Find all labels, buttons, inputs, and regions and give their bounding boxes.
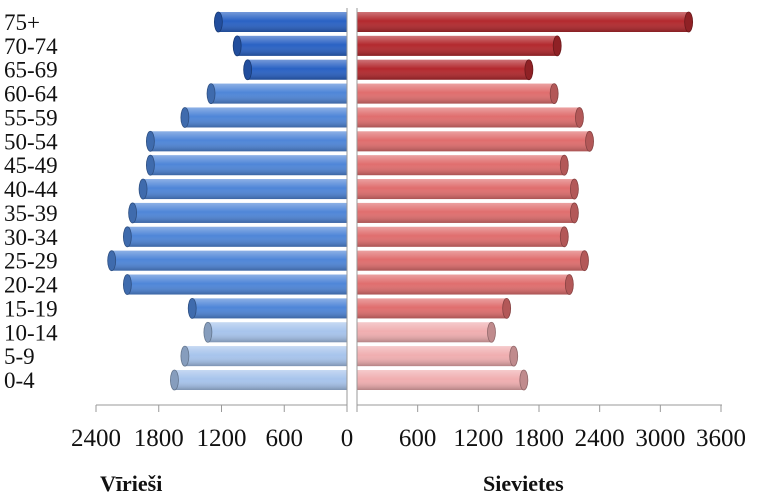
age-label-60-64: 60-64 <box>4 82 58 107</box>
female-bar-25-29 <box>357 250 589 272</box>
male-tick-2400: 2400 <box>71 425 121 452</box>
male-tick-1200: 1200 <box>197 425 247 452</box>
male-bar-0-4 <box>170 369 347 391</box>
male-bar-65-69 <box>243 59 347 81</box>
female-bar-65-69 <box>357 59 534 81</box>
female-bar-75+ <box>357 11 694 33</box>
female-tick-2400: 2400 <box>575 425 625 452</box>
male-tick-600: 600 <box>266 425 304 452</box>
male-bar-30-34 <box>122 226 347 248</box>
male-tick-1800: 1800 <box>134 425 184 452</box>
female-bar-40-44 <box>357 178 579 200</box>
male-bar-45-49 <box>145 154 347 176</box>
age-label-30-34: 30-34 <box>4 225 58 250</box>
male-bar-15-19 <box>187 297 347 319</box>
female-bar-15-19 <box>357 297 512 319</box>
male-bar-70-74 <box>232 35 347 57</box>
male-bar-5-9 <box>180 345 347 367</box>
age-label-20-24: 20-24 <box>4 273 58 298</box>
male-bar-10-14 <box>203 321 347 343</box>
female-bar-55-59 <box>357 107 584 128</box>
age-label-25-29: 25-29 <box>4 249 58 274</box>
female-bar-70-74 <box>357 35 562 57</box>
male-bars <box>107 11 347 391</box>
female-bar-5-9 <box>357 345 519 367</box>
female-bar-50-54 <box>357 130 594 152</box>
age-group-labels: 0-45-910-1415-1920-2425-2930-3435-3940-4… <box>4 10 58 393</box>
female-bar-10-14 <box>357 321 496 343</box>
female-title: Sievietes <box>483 471 564 496</box>
age-label-65-69: 65-69 <box>4 58 58 83</box>
age-label-15-19: 15-19 <box>4 296 58 321</box>
age-label-45-49: 45-49 <box>4 153 58 178</box>
female-bar-20-24 <box>357 274 574 295</box>
female-bar-45-49 <box>357 154 569 176</box>
male-title: Vīrieši <box>100 471 162 496</box>
age-label-70-74: 70-74 <box>4 34 58 59</box>
male-bar-35-39 <box>128 202 347 224</box>
male-bar-40-44 <box>138 178 347 200</box>
age-label-40-44: 40-44 <box>4 177 58 202</box>
male-bar-75+ <box>213 11 347 33</box>
female-tick-1800: 1800 <box>514 425 564 452</box>
female-bar-35-39 <box>357 202 579 224</box>
male-bar-50-54 <box>145 130 347 152</box>
female-tick-600: 600 <box>399 425 437 452</box>
female-bar-60-64 <box>357 83 559 104</box>
age-label-0-4: 0-4 <box>4 368 35 393</box>
female-bar-30-34 <box>357 226 569 248</box>
male-bar-20-24 <box>122 274 347 295</box>
male-bar-55-59 <box>180 107 347 128</box>
female-bars <box>357 11 694 391</box>
age-label-10-14: 10-14 <box>4 320 58 345</box>
female-bar-0-4 <box>357 369 529 391</box>
female-tick-1200: 1200 <box>453 425 503 452</box>
age-label-35-39: 35-39 <box>4 201 58 226</box>
age-label-75+: 75+ <box>4 10 40 35</box>
age-label-5-9: 5-9 <box>4 344 35 369</box>
age-label-50-54: 50-54 <box>4 129 58 154</box>
age-label-55-59: 55-59 <box>4 105 58 130</box>
tick-labels: 2400 1800 1200 600 0 600 1200 1800 2400 3000 3600 <box>71 425 746 452</box>
female-tick-3600: 3600 <box>696 425 746 452</box>
female-tick-3000: 3000 <box>635 425 685 452</box>
male-tick-0: 0 <box>341 425 354 452</box>
axes <box>95 8 722 412</box>
male-bar-25-29 <box>107 250 347 272</box>
male-bar-60-64 <box>206 83 347 104</box>
